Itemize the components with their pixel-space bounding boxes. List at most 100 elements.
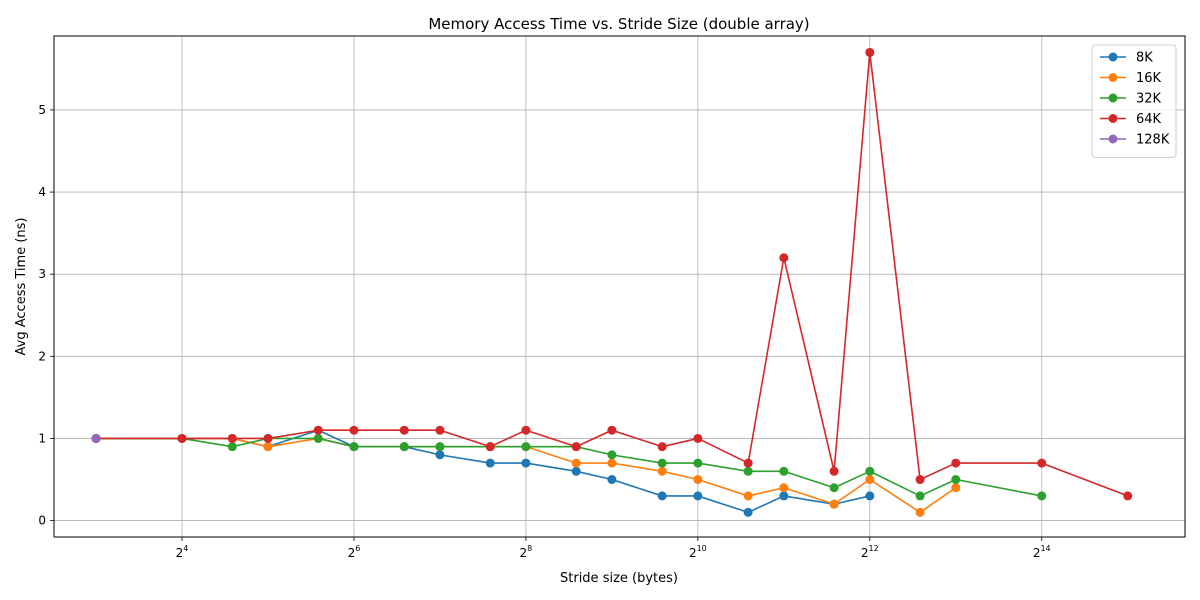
legend-entry: 128K xyxy=(1100,133,1170,148)
data-point xyxy=(227,433,237,443)
legend-entry: 32K xyxy=(1100,92,1162,107)
chart-title: Memory Access Time vs. Stride Size (doub… xyxy=(428,15,809,33)
plot-area xyxy=(53,35,1186,538)
data-point xyxy=(1037,491,1047,501)
data-point xyxy=(313,433,323,443)
data-point xyxy=(1037,458,1047,468)
data-point xyxy=(865,491,875,501)
legend: 8K 16K 32K 64K 128K xyxy=(1091,44,1177,158)
x-tick-label: 24 xyxy=(176,544,189,560)
legend-marker xyxy=(1108,114,1118,123)
data-point xyxy=(743,458,753,468)
y-tick-label: 5 xyxy=(38,103,46,117)
legend-marker xyxy=(1108,134,1118,144)
x-tick-label: 26 xyxy=(348,544,361,560)
y-axis: 0 1 2 3 4 5 xyxy=(38,103,54,528)
y-tick-label: 3 xyxy=(38,267,46,281)
data-point xyxy=(571,466,581,476)
y-tick-label: 0 xyxy=(38,514,46,528)
x-axis: 24 26 28 210 212 214 xyxy=(176,537,1051,560)
series-layer xyxy=(91,47,1133,517)
legend-label: 128K xyxy=(1136,133,1170,148)
data-point xyxy=(607,475,617,485)
data-point xyxy=(571,458,581,468)
data-point xyxy=(313,425,323,435)
data-point xyxy=(227,442,237,452)
data-point xyxy=(657,458,667,468)
data-point xyxy=(743,507,753,517)
data-point xyxy=(829,499,839,509)
data-point xyxy=(349,425,359,435)
legend-marker xyxy=(1108,93,1118,103)
data-point xyxy=(1123,491,1133,501)
x-tick-label: 212 xyxy=(861,544,879,560)
data-point xyxy=(607,458,617,468)
data-point xyxy=(399,442,409,452)
data-point xyxy=(349,442,359,452)
y-axis-label: Avg Access Time (ns) xyxy=(14,218,29,356)
data-point xyxy=(485,458,495,468)
x-axis-label: Stride size (bytes) xyxy=(560,571,678,586)
data-point xyxy=(263,433,273,443)
data-point xyxy=(865,466,875,476)
data-point xyxy=(571,442,581,452)
series-line xyxy=(96,437,1042,497)
data-point xyxy=(657,491,667,501)
data-point xyxy=(521,458,531,468)
legend-entry: 8K xyxy=(1100,51,1153,66)
data-point xyxy=(435,450,445,460)
data-point xyxy=(657,442,667,452)
data-point xyxy=(951,475,961,485)
data-point xyxy=(657,466,667,476)
y-tick-label: 4 xyxy=(38,185,46,199)
data-point xyxy=(951,458,961,468)
data-point xyxy=(865,47,875,57)
data-point xyxy=(177,433,187,443)
data-point xyxy=(915,507,925,517)
y-tick-label: 1 xyxy=(38,431,46,445)
data-point xyxy=(743,466,753,476)
data-point xyxy=(915,491,925,501)
data-point xyxy=(829,483,839,493)
data-point xyxy=(829,466,839,476)
data-point xyxy=(779,491,789,501)
data-point xyxy=(485,442,495,452)
data-point xyxy=(915,475,925,485)
x-tick-label: 28 xyxy=(520,544,533,560)
data-point xyxy=(399,425,409,435)
data-point xyxy=(693,433,703,443)
series-line xyxy=(96,437,957,514)
x-tick-label: 210 xyxy=(689,544,707,560)
data-point xyxy=(743,491,753,501)
series-128k xyxy=(91,433,101,443)
series-line xyxy=(96,51,1129,497)
data-point xyxy=(91,433,101,443)
legend-label: 16K xyxy=(1136,71,1162,86)
data-point xyxy=(263,442,273,452)
grid-lines xyxy=(54,36,1185,537)
legend-entry: 16K xyxy=(1100,71,1162,86)
y-tick-label: 2 xyxy=(38,349,46,363)
data-point xyxy=(951,483,961,493)
legend-label: 64K xyxy=(1136,112,1162,127)
data-point xyxy=(607,425,617,435)
data-point xyxy=(693,458,703,468)
data-point xyxy=(779,253,789,263)
data-point xyxy=(693,491,703,501)
legend-label: 8K xyxy=(1136,51,1153,66)
series-64k xyxy=(91,47,1133,501)
data-point xyxy=(779,466,789,476)
data-point xyxy=(435,425,445,435)
data-point xyxy=(865,475,875,485)
data-point xyxy=(521,442,531,452)
data-point xyxy=(607,450,617,460)
data-point xyxy=(435,442,445,452)
data-point xyxy=(693,475,703,485)
data-point xyxy=(521,425,531,435)
data-point xyxy=(779,483,789,493)
legend-marker xyxy=(1108,73,1118,82)
legend-entry: 64K xyxy=(1100,112,1162,127)
legend-marker xyxy=(1108,52,1118,62)
